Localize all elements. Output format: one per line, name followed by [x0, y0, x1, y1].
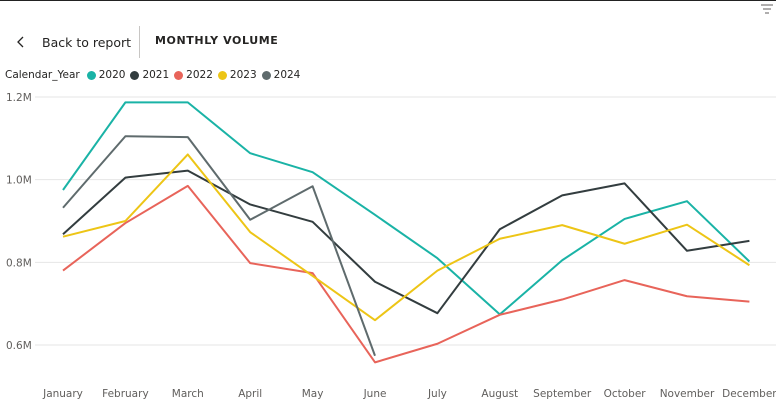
legend-dot-icon [130, 70, 140, 80]
x-tick-label: October [604, 388, 647, 400]
legend-item-2021[interactable]: 2021 [130, 69, 169, 81]
y-tick-label: 1.0M [6, 175, 32, 187]
legend-label: 2024 [273, 69, 301, 81]
back-to-report-button[interactable]: Back to report [14, 30, 131, 54]
x-tick-label: December [722, 388, 776, 400]
header: Back to report MONTHLY VOLUME [0, 26, 776, 58]
legend-item-2020[interactable]: 2020 [86, 69, 126, 81]
x-tick-label: May [302, 388, 324, 400]
line-chart: 0.6M 0.8M 1.0M 1.2M January February March Apri… [6, 92, 776, 400]
legend-label: 2022 [186, 69, 213, 81]
series-line-2020 [62, 101, 751, 316]
x-tick-label: January [42, 388, 83, 400]
legend-item-2022[interactable]: 2022 [174, 69, 213, 81]
legend-label: 2023 [229, 69, 257, 81]
series-line-2021 [62, 169, 750, 315]
filter-icon[interactable] [760, 3, 774, 15]
x-tick-label: November [660, 388, 715, 400]
legend-title: Calendar_Year [5, 69, 80, 81]
legend-label: 2020 [98, 69, 126, 81]
back-to-report-label: Back to report [42, 34, 132, 50]
legend-dot-icon [174, 70, 184, 80]
x-tick-label: June [363, 388, 387, 400]
legend-dot-icon [86, 70, 96, 80]
chart-legend: Calendar_Year 2020 2021 2022 2023 2024 [5, 68, 305, 82]
x-tick-label: September [533, 388, 592, 400]
x-tick-label: August [481, 388, 518, 400]
series-line-2022 [62, 184, 750, 364]
x-tick-label: April [238, 388, 262, 400]
legend-dot-icon [261, 70, 271, 80]
y-tick-label: 0.6M [6, 340, 32, 352]
chevron-left-icon [17, 36, 24, 48]
legend-item-2023[interactable]: 2023 [217, 69, 257, 81]
x-tick-label: February [102, 388, 149, 400]
legend-label: 2021 [142, 69, 170, 81]
x-tick-label: July [427, 388, 447, 400]
y-tick-label: 1.2M [6, 92, 32, 104]
x-tick-label: March [172, 388, 204, 400]
legend-dot-icon [217, 70, 227, 80]
legend-item-2024[interactable]: 2024 [261, 69, 301, 81]
series-line-2023 [62, 153, 750, 322]
top-bar [0, 0, 776, 19]
series-line-2024 [62, 135, 376, 357]
page-title: MONTHLY VOLUME [155, 34, 279, 47]
header-divider [139, 26, 140, 58]
y-tick-label: 0.8M [6, 257, 32, 269]
